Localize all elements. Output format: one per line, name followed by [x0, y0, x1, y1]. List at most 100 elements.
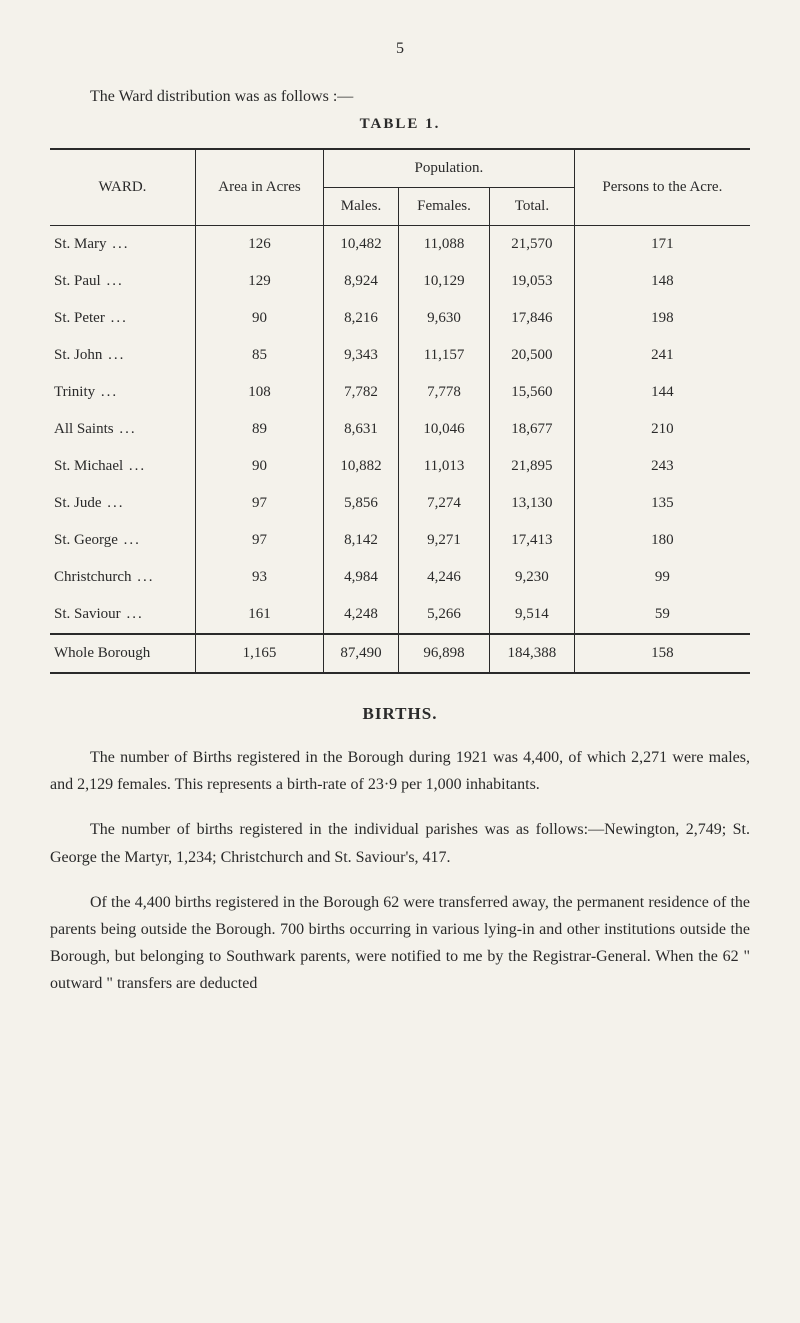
cell-females: 9,271 — [399, 522, 490, 559]
footer-total: 184,388 — [490, 634, 575, 673]
cell-persons: 59 — [574, 596, 750, 634]
cell-females: 7,274 — [399, 485, 490, 522]
ellipsis: ... — [102, 347, 125, 363]
cell-ward: St. Mary ... — [50, 226, 195, 264]
cell-total: 18,677 — [490, 411, 575, 448]
cell-males: 9,343 — [324, 337, 399, 374]
ellipsis: ... — [95, 384, 118, 400]
cell-total: 15,560 — [490, 374, 575, 411]
ellipsis: ... — [101, 273, 124, 289]
cell-ward: St. George ... — [50, 522, 195, 559]
cell-persons: 99 — [574, 559, 750, 596]
header-population-group: Population. — [324, 149, 575, 188]
table-row: Christchurch ...934,9844,2469,23099 — [50, 559, 750, 596]
births-paragraph-1: The number of Births registered in the B… — [50, 744, 750, 798]
cell-ward: St. Jude ... — [50, 485, 195, 522]
cell-area: 97 — [195, 485, 323, 522]
cell-females: 11,157 — [399, 337, 490, 374]
cell-area: 90 — [195, 300, 323, 337]
ward-table: WARD. Area in Acres Population. Persons … — [50, 148, 750, 674]
table-row: Trinity ...1087,7827,77815,560144 — [50, 374, 750, 411]
table-row: St. John ...859,34311,15720,500241 — [50, 337, 750, 374]
cell-ward: St. Michael ... — [50, 448, 195, 485]
footer-area: 1,165 — [195, 634, 323, 673]
cell-ward: St. Peter ... — [50, 300, 195, 337]
cell-total: 19,053 — [490, 263, 575, 300]
footer-ward: Whole Borough — [50, 634, 195, 673]
cell-males: 4,984 — [324, 559, 399, 596]
cell-total: 13,130 — [490, 485, 575, 522]
table-row: St. Jude ...975,8567,27413,130135 — [50, 485, 750, 522]
ellipsis: ... — [102, 495, 125, 511]
cell-persons: 135 — [574, 485, 750, 522]
header-persons: Persons to the Acre. — [574, 149, 750, 226]
ellipsis: ... — [114, 421, 137, 437]
cell-area: 126 — [195, 226, 323, 264]
cell-males: 7,782 — [324, 374, 399, 411]
cell-total: 17,846 — [490, 300, 575, 337]
cell-persons: 148 — [574, 263, 750, 300]
cell-females: 7,778 — [399, 374, 490, 411]
cell-total: 20,500 — [490, 337, 575, 374]
ellipsis: ... — [131, 569, 154, 585]
cell-ward: All Saints ... — [50, 411, 195, 448]
cell-females: 4,246 — [399, 559, 490, 596]
cell-total: 9,514 — [490, 596, 575, 634]
header-males: Males. — [324, 188, 399, 226]
cell-ward: St. John ... — [50, 337, 195, 374]
table-title: TABLE 1. — [50, 116, 750, 133]
cell-total: 21,570 — [490, 226, 575, 264]
cell-females: 9,630 — [399, 300, 490, 337]
footer-females: 96,898 — [399, 634, 490, 673]
cell-males: 8,216 — [324, 300, 399, 337]
cell-area: 89 — [195, 411, 323, 448]
ellipsis: ... — [105, 310, 128, 326]
header-area: Area in Acres — [195, 149, 323, 226]
cell-females: 11,013 — [399, 448, 490, 485]
births-paragraph-3: Of the 4,400 births registered in the Bo… — [50, 889, 750, 998]
cell-total: 17,413 — [490, 522, 575, 559]
ellipsis: ... — [123, 458, 146, 474]
cell-males: 8,631 — [324, 411, 399, 448]
table-row: All Saints ...898,63110,04618,677210 — [50, 411, 750, 448]
cell-persons: 198 — [574, 300, 750, 337]
cell-males: 4,248 — [324, 596, 399, 634]
cell-area: 85 — [195, 337, 323, 374]
table-row: St. Michael ...9010,88211,01321,895243 — [50, 448, 750, 485]
table-row: St. Mary ...12610,48211,08821,570171 — [50, 226, 750, 264]
page-number: 5 — [50, 40, 750, 58]
cell-area: 161 — [195, 596, 323, 634]
cell-ward: Christchurch ... — [50, 559, 195, 596]
cell-ward: St. Paul ... — [50, 263, 195, 300]
table-row: St. Peter ...908,2169,63017,846198 — [50, 300, 750, 337]
cell-persons: 180 — [574, 522, 750, 559]
cell-total: 9,230 — [490, 559, 575, 596]
ellipsis: ... — [121, 606, 144, 622]
cell-males: 10,882 — [324, 448, 399, 485]
cell-area: 90 — [195, 448, 323, 485]
cell-females: 10,046 — [399, 411, 490, 448]
header-total: Total. — [490, 188, 575, 226]
ellipsis: ... — [107, 236, 130, 252]
cell-total: 21,895 — [490, 448, 575, 485]
header-females: Females. — [399, 188, 490, 226]
cell-males: 5,856 — [324, 485, 399, 522]
cell-area: 129 — [195, 263, 323, 300]
footer-persons: 158 — [574, 634, 750, 673]
births-title: BIRTHS. — [50, 704, 750, 724]
cell-persons: 243 — [574, 448, 750, 485]
header-ward: WARD. — [50, 149, 195, 226]
cell-persons: 210 — [574, 411, 750, 448]
ellipsis: ... — [118, 532, 141, 548]
intro-text: The Ward distribution was as follows :— — [50, 88, 750, 106]
cell-males: 8,924 — [324, 263, 399, 300]
cell-area: 93 — [195, 559, 323, 596]
cell-persons: 144 — [574, 374, 750, 411]
cell-females: 11,088 — [399, 226, 490, 264]
cell-ward: St. Saviour ... — [50, 596, 195, 634]
cell-area: 108 — [195, 374, 323, 411]
cell-persons: 171 — [574, 226, 750, 264]
table-row: St. Paul ...1298,92410,12919,053148 — [50, 263, 750, 300]
table-row: St. George ...978,1429,27117,413180 — [50, 522, 750, 559]
footer-males: 87,490 — [324, 634, 399, 673]
